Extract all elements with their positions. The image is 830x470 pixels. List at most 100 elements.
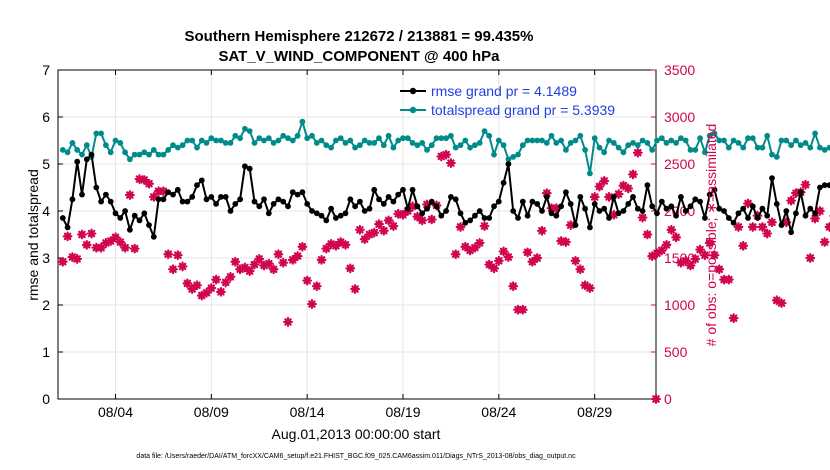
rmse-point — [74, 158, 81, 165]
totalspread-point — [203, 140, 210, 146]
totalspread-point — [189, 137, 196, 144]
rmse-point — [395, 191, 402, 198]
obs-point — [124, 190, 135, 200]
obs-point — [661, 239, 672, 250]
totalspread-point — [658, 135, 665, 142]
totalspread-point — [404, 135, 411, 142]
rmse-point — [361, 208, 368, 214]
totalspread-point — [433, 135, 440, 142]
totalspread-point — [812, 130, 818, 137]
rmse-point — [807, 205, 814, 212]
rmse-point — [793, 210, 799, 217]
obs-point — [704, 238, 715, 248]
totalspread-point — [467, 144, 473, 151]
rmse-point — [328, 205, 334, 212]
totalspread-point — [620, 149, 627, 156]
totalspread-point — [146, 151, 152, 158]
totalspread-point — [539, 137, 545, 144]
totalspread-point — [342, 140, 349, 146]
x-tick-label: 08/14 — [290, 404, 325, 420]
rmse-point — [275, 196, 282, 203]
rmse-point — [93, 184, 100, 191]
rmse-point — [587, 224, 593, 231]
rmse-point — [79, 191, 85, 198]
rmse-point — [745, 215, 751, 221]
totalspread-point — [270, 140, 277, 146]
totalspread-point — [194, 144, 200, 151]
rmse-point — [706, 191, 713, 198]
totalspread-point — [563, 147, 569, 153]
obs-point — [350, 284, 360, 294]
totalspread-point — [491, 151, 497, 158]
obs-point — [695, 244, 705, 255]
totalspread-point — [174, 144, 181, 151]
totalspread-point — [117, 140, 124, 146]
obs-point — [450, 249, 461, 260]
totalspread-point — [543, 140, 550, 146]
rmse-point — [567, 201, 574, 207]
totalspread-point — [558, 137, 564, 144]
obs-point — [743, 198, 753, 209]
obs-point — [537, 225, 547, 236]
rmse-point — [524, 212, 531, 219]
totalspread-point — [682, 137, 689, 144]
obs-point — [819, 237, 830, 247]
rmse-point — [673, 212, 679, 219]
totalspread-point — [237, 135, 244, 142]
totalspread-point — [361, 137, 368, 144]
rmse-point — [519, 198, 526, 205]
legend: rmse grand pr = 4.1489 totalspread grand… — [400, 83, 615, 118]
totalspread-point — [323, 142, 330, 149]
rmse-point — [170, 191, 176, 198]
totalspread-point — [783, 137, 790, 144]
totalspread-point — [275, 137, 282, 144]
rmse-point — [697, 198, 703, 205]
totalspread-point — [457, 142, 464, 149]
totalspread-point — [414, 142, 421, 149]
rmse-point — [625, 201, 632, 207]
obs-point — [762, 228, 773, 239]
rmse-point — [285, 203, 291, 210]
obs-point — [738, 240, 749, 251]
obs-point — [786, 195, 797, 206]
obs-point — [503, 252, 514, 262]
rmse-point — [141, 210, 148, 217]
y-tick-label: 1 — [42, 344, 50, 360]
totalspread-point — [510, 154, 517, 160]
x-axis-label: Aug.01,2013 00:00:00 start — [272, 426, 441, 442]
obs-point — [283, 317, 293, 327]
rmse-point — [242, 163, 248, 170]
obs-point — [426, 214, 437, 225]
obs-point — [489, 263, 499, 274]
rmse-point — [505, 161, 512, 167]
totalspread-point — [299, 118, 306, 125]
totalspread-series — [59, 118, 830, 177]
obs-point — [177, 261, 188, 272]
totalspread-point — [261, 137, 267, 144]
totalspread-point — [184, 137, 191, 144]
rmse-point — [663, 205, 670, 212]
obs-point — [292, 251, 303, 262]
totalspread-point — [265, 135, 272, 142]
obs-point — [498, 246, 509, 257]
obs-point — [302, 275, 313, 286]
rmse-point — [304, 201, 311, 207]
rmse-point — [500, 179, 507, 186]
rmse-point — [323, 217, 330, 224]
rmse-point — [495, 198, 502, 205]
obs-point — [666, 224, 677, 235]
obs-point — [632, 147, 643, 158]
totalspread-point — [380, 142, 387, 149]
rmse-point — [817, 184, 823, 191]
rmse-point — [289, 189, 296, 196]
obs-point — [388, 221, 399, 231]
totalspread-point — [807, 144, 814, 151]
rmse-point — [222, 194, 229, 200]
y-tick-label: 2 — [42, 297, 50, 313]
rmse-point — [601, 205, 608, 212]
totalspread-point — [438, 135, 445, 142]
obs-point — [62, 231, 73, 242]
obs-point — [776, 298, 787, 309]
rmse-point — [227, 208, 234, 214]
rmse-point — [654, 210, 660, 217]
